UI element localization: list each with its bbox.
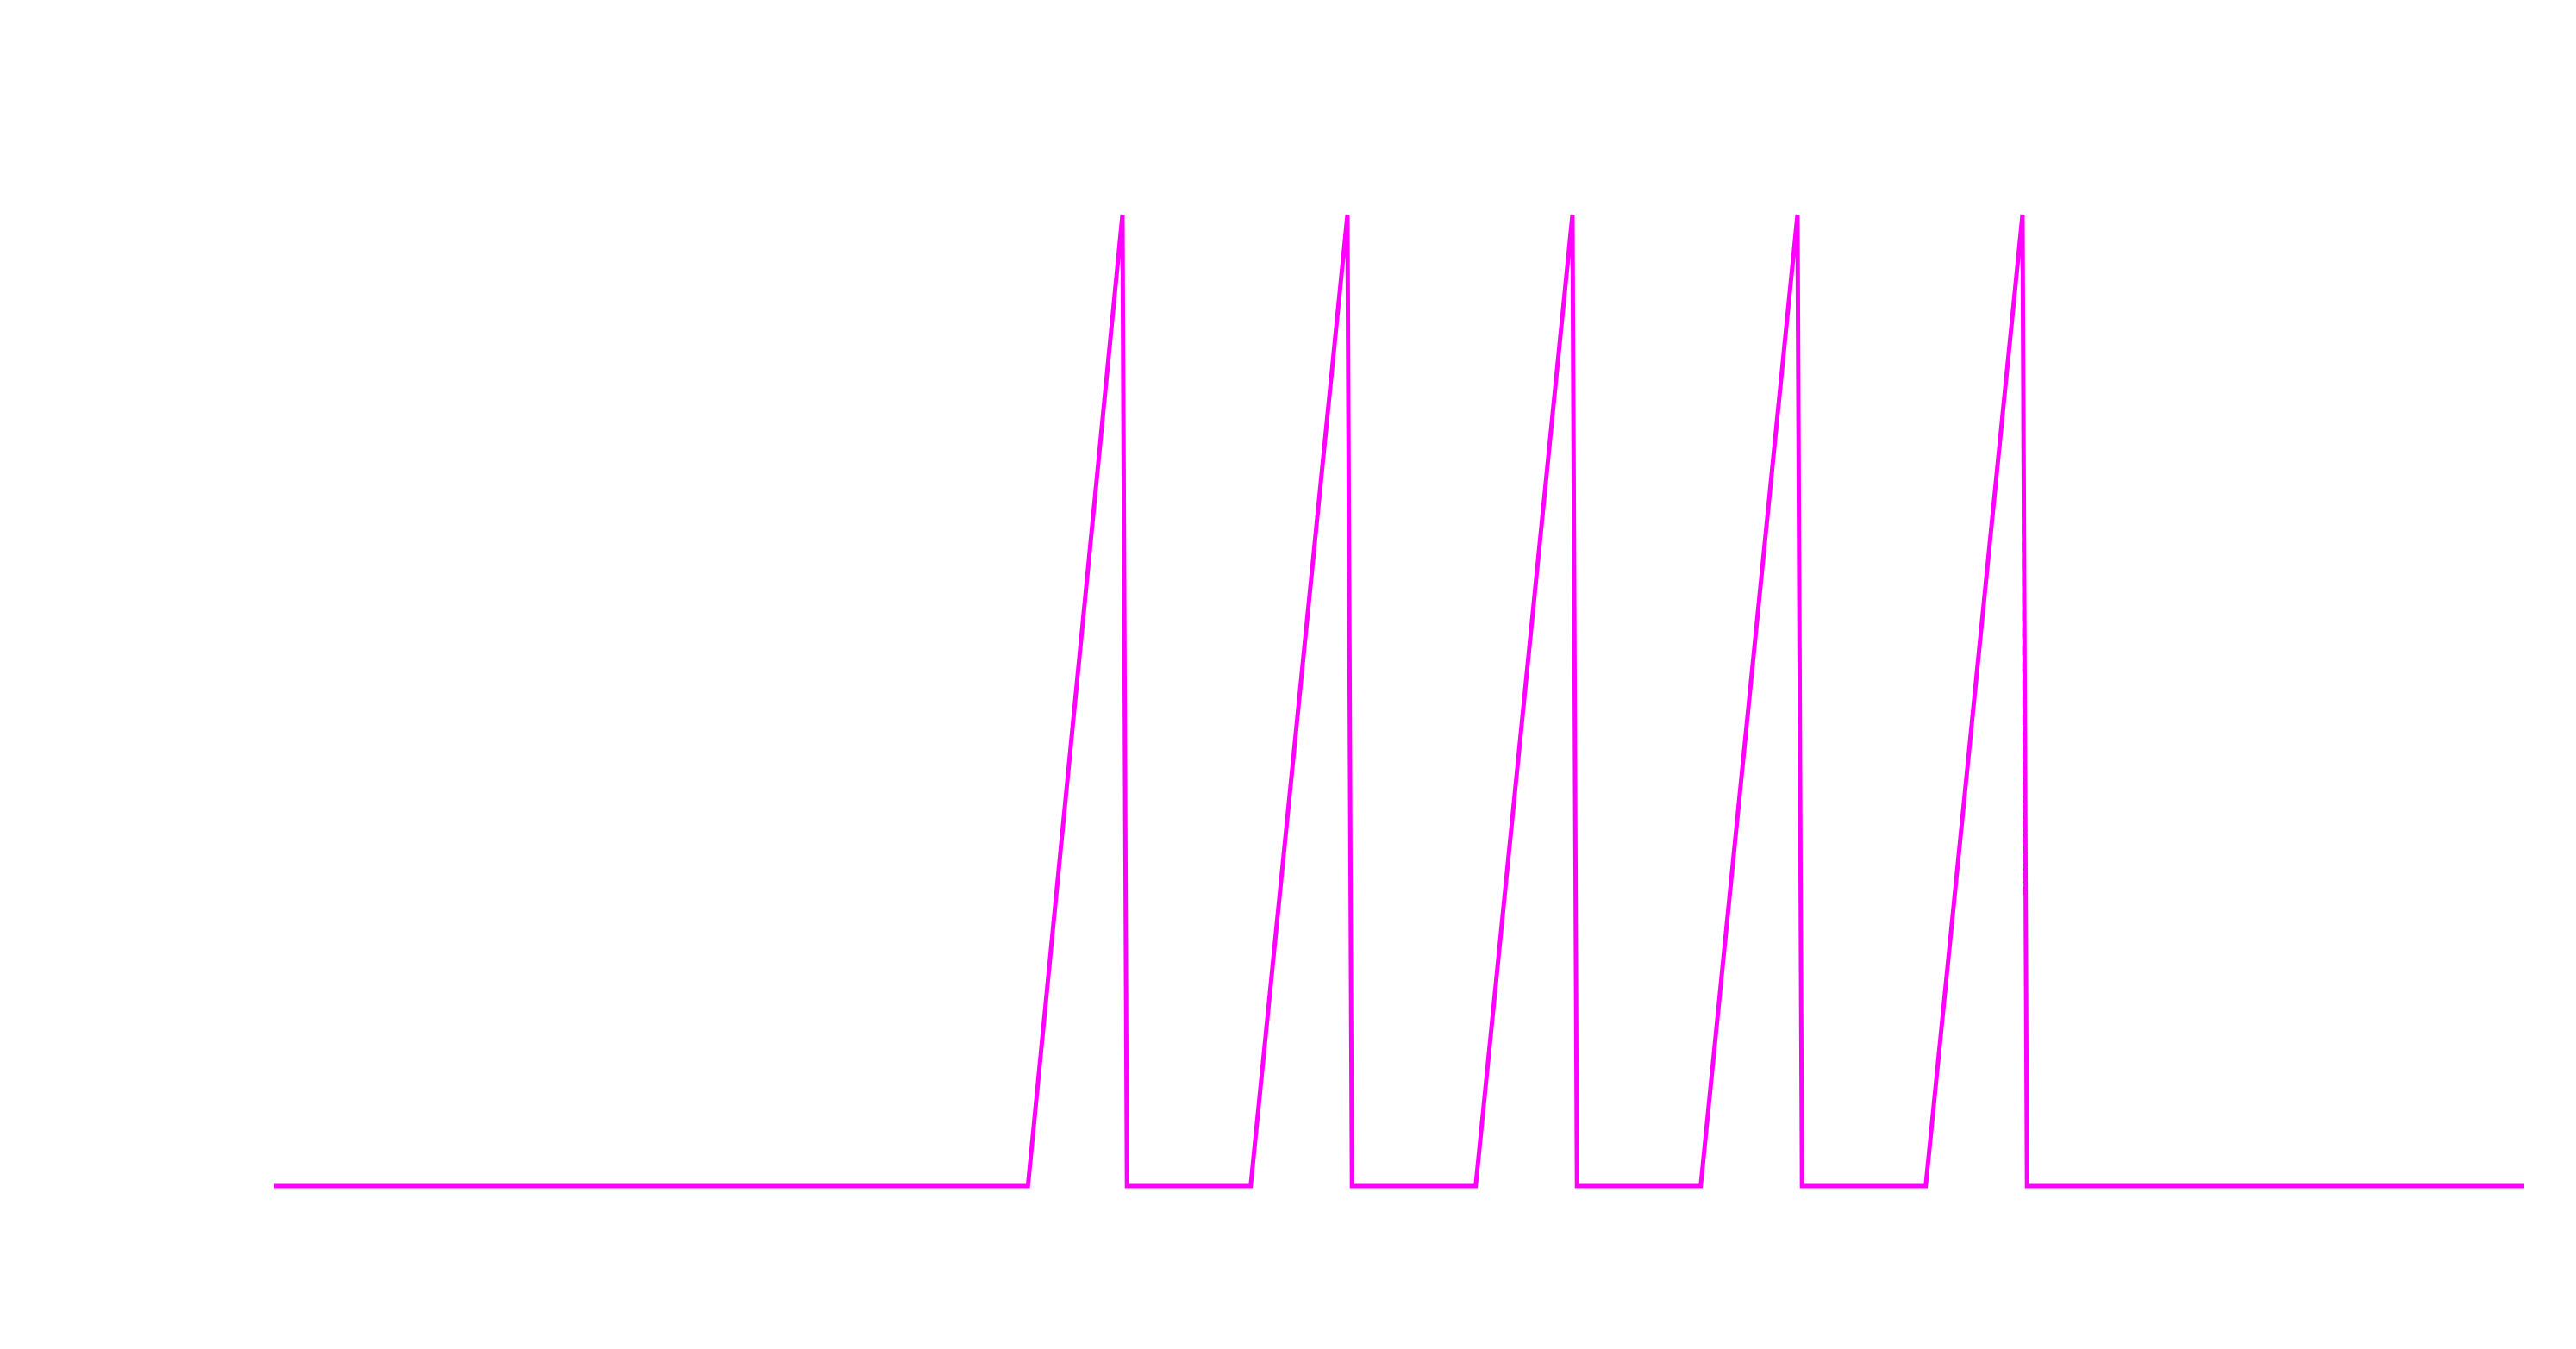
series-line-2 [2021,214,2027,895]
series-line-1 [274,214,2524,1189]
plot-area [274,214,2524,1189]
